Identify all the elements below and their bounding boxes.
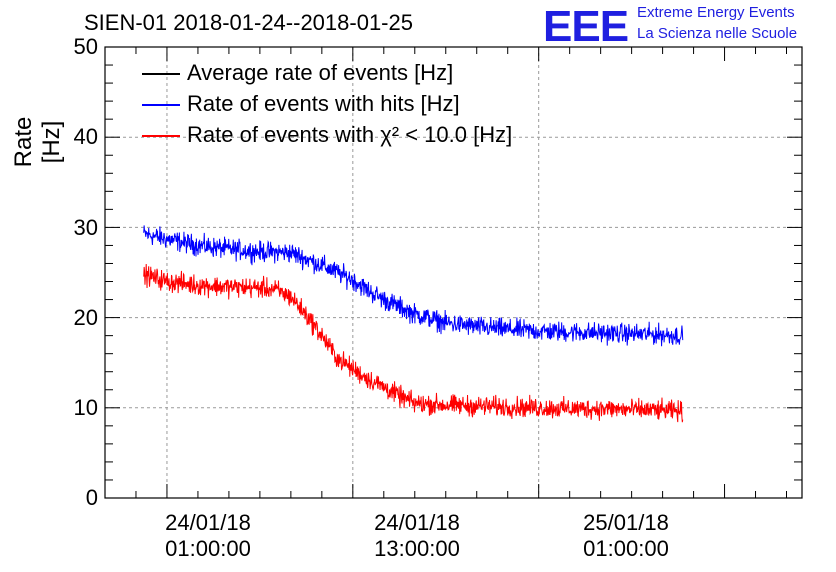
- legend-swatch-chi2: [142, 135, 180, 137]
- logo-line-1: Extreme Energy Events: [637, 4, 795, 21]
- x-tick-time: 13:00:00: [374, 536, 460, 561]
- y-tick-label: 40: [73, 124, 98, 149]
- legend-entry-chi2: Rate of events with χ² < 10.0 [Hz]: [187, 122, 513, 147]
- y-tick-label: 20: [73, 305, 98, 330]
- x-tick-date: 24/01/18: [374, 510, 460, 535]
- legend-entry-average: Average rate of events [Hz]: [187, 60, 454, 85]
- chart-title: SIEN-01 2018-01-24--2018-01-25: [84, 10, 413, 35]
- y-tick-label: 50: [73, 34, 98, 59]
- plot-frame: [104, 46, 803, 499]
- x-tick-label: 25/01/18 01:00:00: [556, 510, 696, 562]
- y-tick-label: 0: [85, 485, 98, 510]
- y-tick-label: 10: [73, 395, 98, 420]
- y-tick-label: 30: [73, 215, 98, 240]
- series-line-1: [143, 225, 684, 347]
- x-tick-label: 24/01/18 01:00:00: [138, 510, 278, 562]
- series-lines: [143, 225, 684, 423]
- x-tick-date: 24/01/18: [165, 510, 251, 535]
- x-tick-date: 25/01/18: [583, 510, 669, 535]
- axis-ticks: [105, 46, 802, 499]
- x-tick-time: 01:00:00: [583, 536, 669, 561]
- legend-entry-hits: Rate of events with hits [Hz]: [187, 91, 460, 116]
- eee-logo: EEE: [543, 2, 629, 51]
- logo-line-2: La Scienza nelle Scuole: [637, 25, 798, 42]
- x-tick-time: 01:00:00: [165, 536, 251, 561]
- legend-swatch-hits: [142, 104, 180, 106]
- x-tick-label: 24/01/18 13:00:00: [347, 510, 487, 562]
- legend-swatch-average: [142, 73, 180, 75]
- series-line-2: [143, 264, 684, 423]
